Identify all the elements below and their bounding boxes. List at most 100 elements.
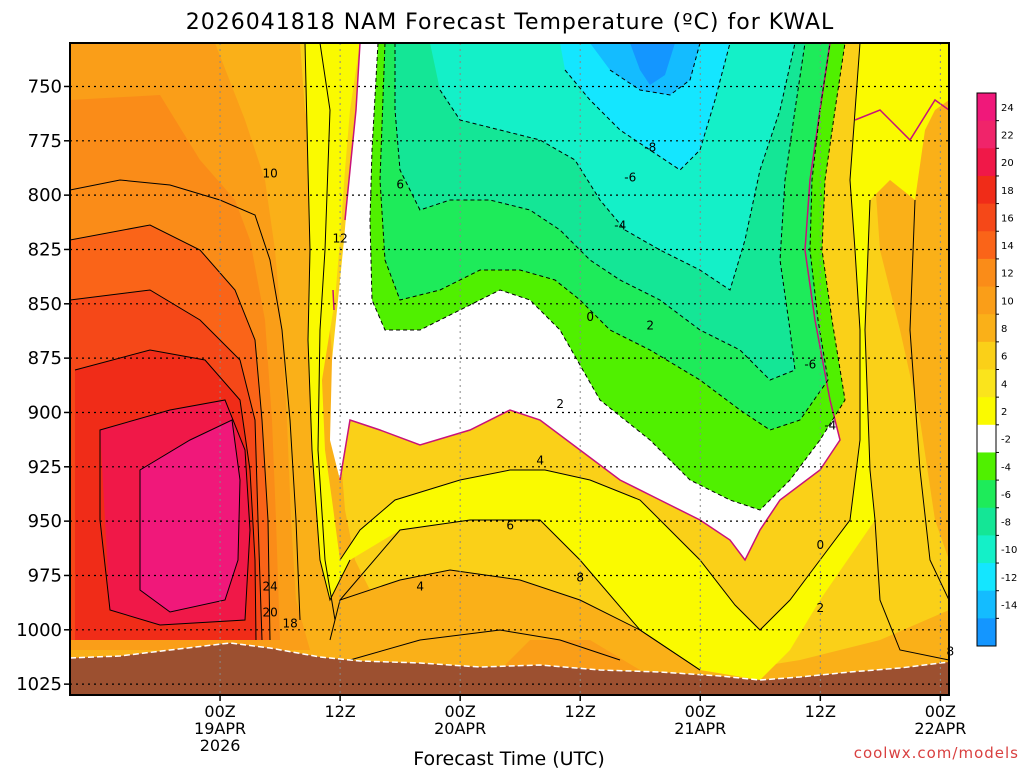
y-axis: 750 775 800 825 850 875 900 925 950 975 1000 1025 <box>16 76 70 695</box>
contour-label: 0 <box>586 310 594 324</box>
y-tick-label: 775 <box>28 131 62 152</box>
contour-label: 6 <box>506 518 514 532</box>
colorbar-segment <box>977 369 996 398</box>
contour-10 <box>70 179 301 621</box>
contour-4-upper <box>317 43 336 621</box>
colorbar-label: 4 <box>1001 379 1007 390</box>
contour-8-lower <box>349 629 621 661</box>
colorbar-label: 12 <box>1001 269 1014 280</box>
contour-label: 20 <box>262 605 277 619</box>
y-tick-label: 825 <box>28 239 62 260</box>
colorbar-label: -14 <box>1001 601 1017 612</box>
contour-label: 10 <box>262 166 277 180</box>
colorbar-label: 24 <box>1001 103 1014 114</box>
y-tick-label: 750 <box>28 76 62 97</box>
colorbar-segment <box>977 314 996 343</box>
colorbar-segment <box>977 286 996 315</box>
colorbar-label: -12 <box>1001 573 1017 584</box>
colorbar-label: -6 <box>1001 490 1011 501</box>
x-tick-label: 00Z <box>685 702 716 721</box>
colorbar-segment <box>977 175 996 205</box>
x-tick-label: 20APR <box>434 719 486 738</box>
contour-label: -8 <box>644 140 656 154</box>
band-yellow <box>305 43 949 680</box>
terrain <box>70 643 949 695</box>
contour-label: -6 <box>804 358 816 372</box>
colorbar-label: -4 <box>1001 462 1011 473</box>
colorbar-label: 20 <box>1001 158 1014 169</box>
colorbar-label: 8 <box>1001 324 1007 335</box>
x-tick-label: 2026 <box>200 736 241 755</box>
contour-6 <box>304 43 351 602</box>
colorbar-label: 22 <box>1001 130 1014 141</box>
colorbar-label: 2 <box>1001 407 1007 418</box>
contour-0 <box>339 43 841 562</box>
contour-neg2 <box>369 43 846 511</box>
colorbar-label: 18 <box>1001 186 1014 197</box>
contour-label: 18 <box>282 616 297 630</box>
plot-frame <box>69 42 950 696</box>
colorbar-segment <box>977 535 996 564</box>
colorbar-segment <box>977 424 996 453</box>
contour-22 <box>139 419 241 613</box>
colorbar-segment <box>977 231 996 260</box>
contour-18 <box>99 399 251 626</box>
temperature-field <box>70 43 949 695</box>
contour-neg4 <box>379 43 831 431</box>
gridlines <box>70 43 949 695</box>
band-pink <box>140 420 240 612</box>
contour-0-right <box>854 98 949 142</box>
x-tick-label: 21APR <box>674 719 726 738</box>
x-tick-label: 12Z <box>565 702 596 721</box>
contour-label: 4 <box>536 453 544 467</box>
contour-label: 2 <box>556 397 564 411</box>
contour-16 <box>74 349 257 641</box>
colorbar-label: -2 <box>1001 435 1011 446</box>
band-lower-orange <box>330 570 700 670</box>
colorbar-segment <box>977 563 996 592</box>
x-tick-label: 19APR <box>194 719 246 738</box>
contour-label: 8 <box>576 571 584 585</box>
colorbar-segment <box>977 480 996 509</box>
negative-contours <box>369 43 846 511</box>
colorbar-label: 16 <box>1001 213 1014 224</box>
colorbar-segment <box>977 258 996 288</box>
colorbar-segment <box>977 590 996 619</box>
colorbar-label: 10 <box>1001 296 1014 307</box>
colorbar-segment <box>977 452 996 481</box>
y-tick-label: 925 <box>28 457 62 478</box>
colorbar-segment <box>977 397 996 426</box>
y-tick-label: 975 <box>28 565 62 586</box>
contour-12 <box>70 224 271 641</box>
x-tick-label: 12Z <box>805 702 836 721</box>
band-blue-2 <box>630 43 675 85</box>
colorbar-label: -8 <box>1001 518 1011 529</box>
x-tick-label: 00Z <box>925 702 956 721</box>
colorbar-segment <box>977 618 996 647</box>
colorbar-label: -10 <box>1001 545 1017 556</box>
contour-label: -6 <box>624 171 636 185</box>
colorbar-segment <box>977 341 996 370</box>
colorbar: 24 22 20 18 16 14 12 10 8 6 4 2 -2 -4 -6 -8 -10 -12 -14 <box>976 92 1017 647</box>
colorbar-label: 14 <box>1001 241 1014 252</box>
contour-8-right <box>864 199 949 661</box>
y-tick-label: 1000 <box>16 620 62 641</box>
contour-label: 6 <box>396 177 404 191</box>
contour-label: 4 <box>416 579 424 593</box>
contour-label: 2 <box>646 319 654 333</box>
x-tick-label: 00Z <box>204 702 235 721</box>
contour-2 <box>339 43 861 631</box>
contour-lines <box>70 43 949 671</box>
contour-0-small <box>332 289 335 311</box>
y-tick-label: 850 <box>28 294 62 315</box>
contour-14 <box>70 289 263 641</box>
y-tick-label: 875 <box>28 348 62 369</box>
contour-neg10 <box>564 43 731 171</box>
terrain-edge <box>70 642 949 681</box>
band-lower-orange-2 <box>500 640 640 670</box>
contour-label: 24 <box>262 579 277 593</box>
credit-text: coolwx.com/models <box>854 744 1019 762</box>
